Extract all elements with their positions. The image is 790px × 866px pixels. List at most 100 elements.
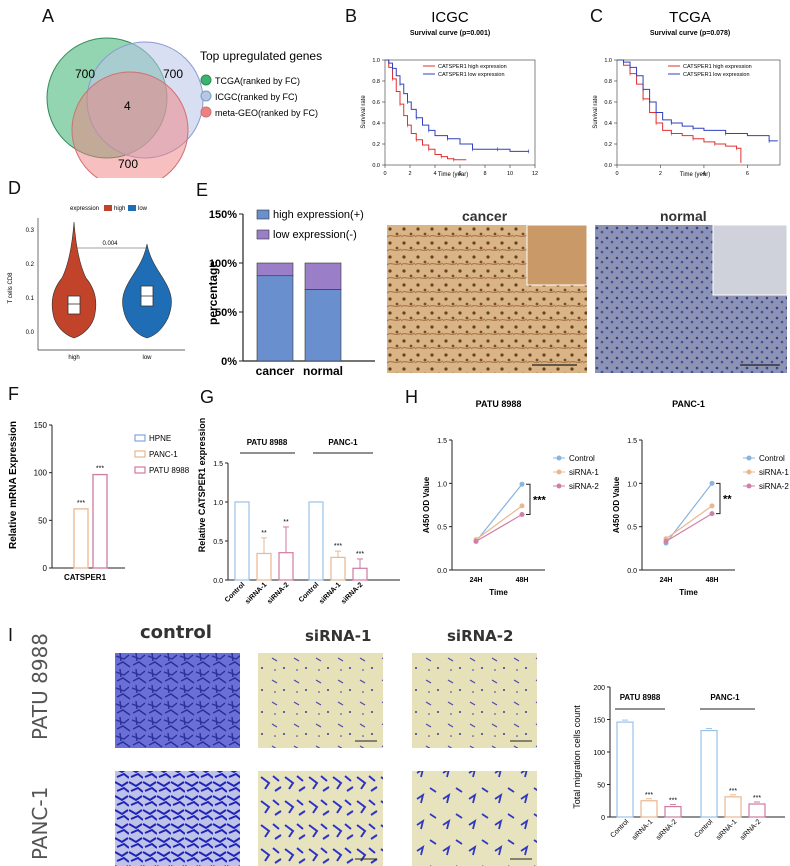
bar-cancer-low: [256, 262, 294, 277]
x-tick: 2: [408, 171, 411, 177]
y-tick: 0.5: [627, 525, 637, 532]
x-axis-label: Time: [679, 588, 698, 597]
y-tick: 0.2: [372, 142, 380, 148]
panel-b-survival-icgc: ICGC Survival curve (p=0.001) Time (year…: [361, 9, 538, 178]
legend-swatch: [134, 466, 146, 474]
x-tick: Control: [693, 818, 714, 839]
x-tick: 8: [483, 171, 486, 177]
x-tick: 0: [383, 171, 386, 177]
legend-swatch-low: [128, 205, 136, 211]
significance-bracket: [716, 482, 721, 515]
y-tick: 100%: [209, 258, 237, 270]
x-tick: 4: [433, 171, 436, 177]
y-tick: 0.5: [213, 539, 223, 546]
chart-title: ICGC: [431, 9, 469, 26]
y-tick: 50: [38, 516, 47, 525]
x-tick: 12: [532, 171, 538, 177]
bar-Control: [700, 729, 718, 818]
y-tick: 0.8: [604, 79, 612, 85]
y-tick: 0.0: [627, 568, 637, 575]
x-tick: siRNA-1: [631, 818, 654, 841]
significance-label: **: [261, 530, 267, 537]
legend-label-low: low: [138, 206, 148, 212]
chart-title: PANC-1: [672, 399, 705, 409]
y-tick: 1.5: [627, 438, 637, 445]
y-axis-label: A450 OD Value: [612, 476, 621, 533]
bar-siRNA-2: [748, 803, 766, 818]
legend-label-high: CATSPER1 high expression: [683, 64, 752, 70]
km-curve-low: [617, 59, 778, 142]
panel-letter-h: H: [405, 387, 418, 407]
x-tick: 24H: [660, 577, 673, 584]
x-tick: high: [68, 355, 79, 361]
y-tick: 0.6: [372, 100, 380, 106]
y-tick: 0.4: [604, 121, 612, 127]
micrograph-patu-control: [115, 653, 240, 748]
x-tick: 2: [659, 171, 662, 177]
pvalue-label: 0.004: [102, 241, 118, 247]
panel-letter-i: I: [8, 625, 14, 645]
y-tick: 1.0: [437, 481, 447, 488]
y-tick: 0.2: [26, 262, 35, 268]
legend-label-tcga: TCGA(ranked by FC): [215, 76, 300, 86]
panel-letter-g: G: [200, 387, 215, 407]
legend-swatch-high: [104, 205, 112, 211]
x-axis-label: CATSPER1: [64, 573, 107, 582]
data-point: [709, 503, 715, 509]
legend-label-high: high expression(+): [273, 209, 364, 221]
legend-swatch-tcga: [200, 74, 212, 86]
group-label: PANC-1: [328, 438, 358, 447]
micrograph-patu-sirna2: [412, 653, 537, 748]
y-tick: 1.5: [213, 461, 223, 468]
legend-label: siRNA-1: [759, 468, 789, 477]
x-tick: Control: [609, 818, 630, 839]
chart-subtitle: Survival curve (p=0.078): [650, 30, 730, 37]
panel-letter-a: A: [42, 6, 55, 26]
bar-siRNA-2: [664, 806, 682, 818]
panel-d-violin: expression high low 0.0 0.1 0.2 0.3 T ce…: [8, 205, 185, 361]
ihc-image-normal: [595, 225, 787, 373]
panel-c-survival-tcga: TCGA Survival curve (p=0.078) Time (year…: [593, 9, 781, 178]
venn-circle-geo: [71, 71, 189, 178]
y-tick: 50: [597, 783, 605, 790]
legend-label: siRNA-2: [569, 482, 599, 491]
x-tick: 4: [702, 171, 705, 177]
group-label: PATU 8988: [247, 438, 288, 447]
data-point: [663, 538, 669, 544]
km-curve-low: [385, 59, 529, 152]
venn-count-center: 4: [124, 99, 131, 113]
legend-label: PATU 8988: [149, 466, 190, 475]
bar-siRNA-1: [640, 800, 658, 818]
y-axis-label: T cells CD8: [8, 272, 14, 304]
data-point: [519, 512, 525, 518]
group-label: PANC-1: [710, 693, 740, 702]
venn-count-2: 700: [163, 67, 183, 81]
significance-label: ***: [77, 500, 85, 507]
y-tick: 1.0: [213, 500, 223, 507]
micrograph-patu-sirna1: [258, 653, 383, 748]
legend-label-high: CATSPER1 high expression: [438, 64, 507, 70]
legend-swatch-high: [256, 209, 270, 220]
x-tick: normal: [303, 364, 343, 378]
y-tick: 200: [593, 685, 605, 692]
y-tick: 0.6: [604, 100, 612, 106]
significance-label: **: [723, 494, 732, 506]
micrograph-panc-control: [115, 771, 240, 866]
x-tick: siRNA-2: [340, 581, 364, 605]
legend-swatch-icgc: [200, 90, 212, 102]
y-tick: 0.0: [437, 568, 447, 575]
violin-high: [51, 221, 97, 339]
y-tick: 1.0: [604, 58, 612, 64]
bar-siRNA-1: [330, 556, 346, 581]
y-axis-label: Survival rate: [361, 95, 367, 129]
col-label-control: control: [140, 622, 212, 643]
panel-f-bar: Relative mRNA Expression CATSPER1 0 50 100…: [8, 421, 190, 582]
panel-letter-f: F: [8, 384, 19, 404]
ihc-inset: [526, 225, 587, 286]
significance-label: ***: [645, 792, 653, 799]
y-tick: 0.0: [604, 163, 612, 169]
x-tick: 48H: [516, 577, 529, 584]
ihc-title-cancer: cancer: [462, 208, 508, 224]
ihc-title-normal: normal: [660, 208, 707, 224]
venn-count-3: 700: [118, 157, 138, 171]
